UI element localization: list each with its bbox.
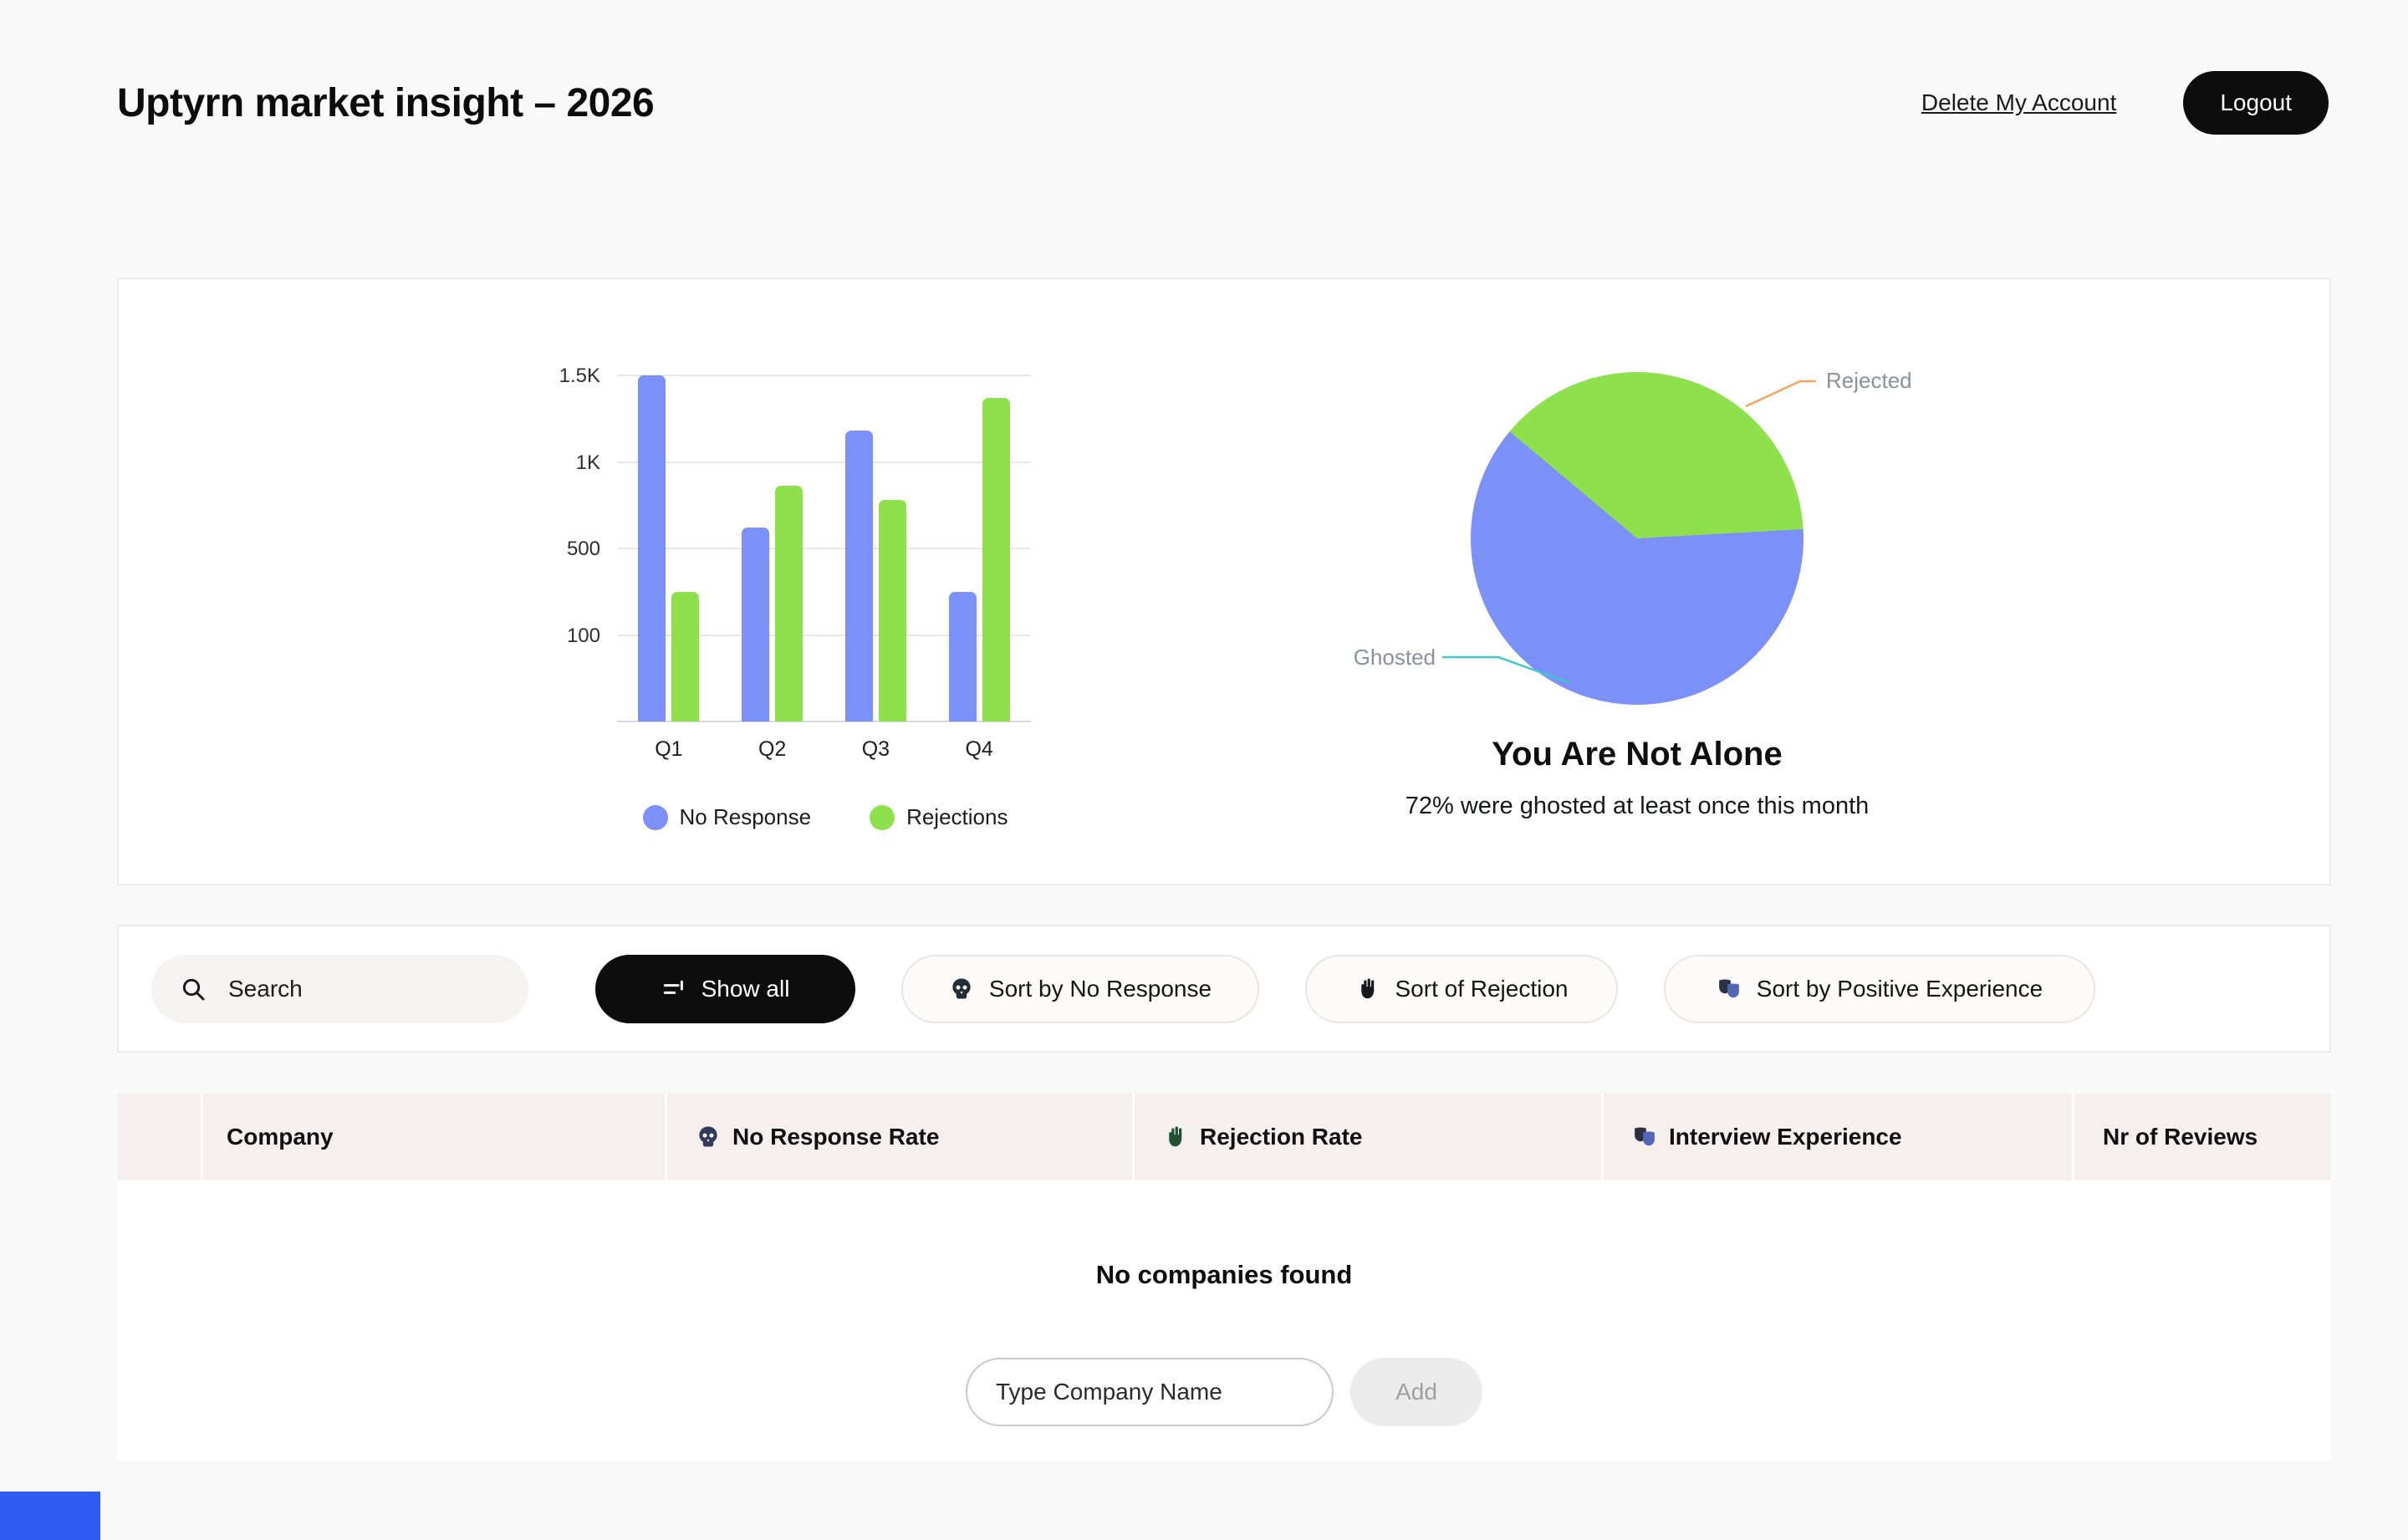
add-company-button[interactable]: Add <box>1350 1358 1482 1426</box>
empty-table-message: No companies found <box>1095 1260 1353 1289</box>
table-header-nr-of-reviews: Nr of Reviews <box>2072 1094 2331 1180</box>
show-all-button[interactable]: Show all <box>595 954 855 1023</box>
legend-dot-blue <box>642 804 668 830</box>
add-company-row: Add <box>117 1358 2331 1426</box>
column-label: Nr of Reviews <box>2103 1124 2258 1150</box>
logout-button[interactable]: Logout <box>2183 71 2329 135</box>
table-header-empty-cell <box>117 1094 201 1180</box>
y-tick-label: 500 <box>566 538 600 560</box>
table-header: Company No Response Rate Rejection Rate … <box>117 1094 2331 1180</box>
search-icon <box>180 976 207 1002</box>
bar-chart: 100 500 1K 1.5K Q1 Q2 Q3 Q4 <box>559 365 1031 761</box>
column-label: Interview Experience <box>1669 1124 1902 1150</box>
gridline <box>617 461 1031 463</box>
pie-label-ghosted: Ghosted <box>1353 645 1436 670</box>
table-header-company: Company <box>201 1094 665 1180</box>
column-label: Rejection Rate <box>1200 1124 1363 1150</box>
charts-card: 100 500 1K 1.5K Q1 Q2 Q3 Q4 No Response Rejecti… <box>117 278 2331 885</box>
gridline <box>617 634 1031 636</box>
column-label: No Response Rate <box>732 1124 940 1150</box>
sort-no-response-button[interactable]: Sort by No Response <box>901 954 1259 1023</box>
bar-no-response <box>638 375 666 722</box>
legend-item-rejections: Rejections <box>870 804 1008 830</box>
filter-icon <box>661 977 686 1002</box>
bar-no-response <box>948 592 977 722</box>
bar-group-q1: Q1 <box>638 375 700 761</box>
bar-group-q2: Q2 <box>742 486 804 761</box>
bar-rejections <box>671 592 700 722</box>
show-all-label: Show all <box>701 975 790 1002</box>
bar-rejections <box>982 398 1010 722</box>
bar-group-q4: Q4 <box>948 398 1010 761</box>
pie-chart <box>1471 372 1803 705</box>
legend-dot-green <box>870 804 895 830</box>
filter-bar: Show all Sort by No Response Sort of Rej… <box>117 925 2331 1053</box>
sort-positive-experience-button[interactable]: Sort by Positive Experience <box>1664 954 2095 1023</box>
bar-group-q3: Q3 <box>844 431 906 761</box>
gridline <box>617 375 1031 376</box>
pie-subtitle: 72% were ghosted at least once this mont… <box>1405 793 1870 819</box>
legend-label: No Response <box>679 804 812 829</box>
table-header-no-response-rate: No Response Rate <box>665 1094 1132 1180</box>
y-tick-label: 1K <box>575 451 600 474</box>
pie-title: You Are Not Alone <box>1492 736 1783 773</box>
company-name-input[interactable] <box>966 1358 1334 1426</box>
bottom-left-widget[interactable] <box>0 1492 100 1540</box>
sort-rejection-button[interactable]: Sort of Rejection <box>1305 954 1618 1023</box>
y-tick-label: 100 <box>566 624 600 647</box>
page-title: Uptyrn market insight – 2026 <box>117 80 655 125</box>
x-axis-line <box>617 721 1031 722</box>
app-header: Uptyrn market insight – 2026 Delete My A… <box>117 71 2329 135</box>
delete-account-link[interactable]: Delete My Account <box>1921 89 2117 115</box>
bar-rejections <box>878 500 906 722</box>
bar-chart-legend: No Response Rejections <box>587 804 1064 830</box>
x-tick-label: Q1 <box>655 737 683 761</box>
table-header-interview-experience: Interview Experience <box>1601 1094 2072 1180</box>
bar-rejections <box>775 486 804 722</box>
pie-label-rejected: Rejected <box>1826 368 1912 393</box>
masks-icon <box>1632 1124 1657 1150</box>
column-label: Company <box>227 1124 334 1150</box>
header-actions: Delete My Account Logout <box>1921 71 2329 135</box>
masks-icon <box>1717 977 1742 1002</box>
x-tick-label: Q4 <box>965 737 993 761</box>
hand-icon <box>1355 977 1380 1002</box>
skull-icon <box>696 1124 721 1150</box>
legend-item-no-response: No Response <box>642 804 812 830</box>
hand-icon <box>1163 1124 1188 1150</box>
table-header-rejection-rate: Rejection Rate <box>1132 1094 1601 1180</box>
bar-no-response <box>844 431 873 722</box>
search-box[interactable] <box>151 954 528 1023</box>
sort-rejection-label: Sort of Rejection <box>1395 975 1569 1002</box>
sort-no-response-label: Sort by No Response <box>988 975 1212 1002</box>
x-tick-label: Q3 <box>861 737 890 761</box>
legend-label: Rejections <box>906 804 1008 829</box>
sort-positive-experience-label: Sort by Positive Experience <box>1756 975 2043 1002</box>
gridline <box>617 548 1031 549</box>
skull-icon <box>949 977 974 1002</box>
x-tick-label: Q2 <box>758 737 787 761</box>
search-input[interactable] <box>228 975 496 1002</box>
bar-no-response <box>742 528 770 722</box>
y-tick-label: 1.5K <box>559 365 600 387</box>
table-body: No companies found Add <box>117 1180 2331 1461</box>
